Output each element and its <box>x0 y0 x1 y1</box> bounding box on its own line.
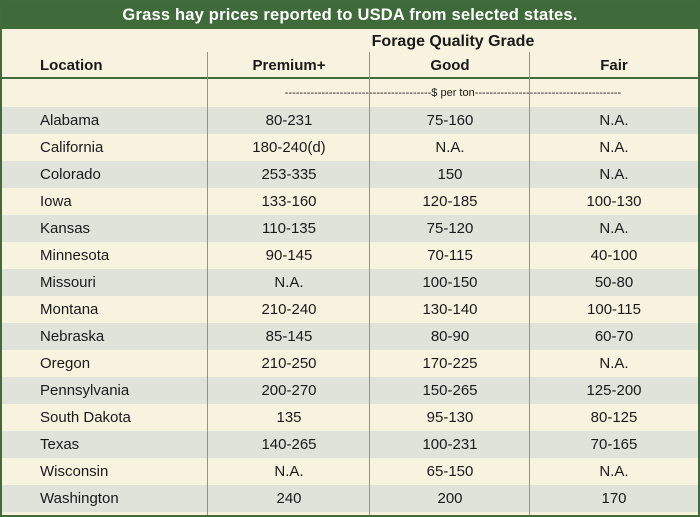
premium-cell: 110-135 <box>208 215 370 242</box>
table-row: Texas 140-265 100-231 70-165 <box>2 431 698 458</box>
table-row: Pennsylvania 200-270 150-265 125-200 <box>2 377 698 404</box>
fair-cell: 70-165 <box>530 431 698 458</box>
fair-cell: 50-80 <box>530 269 698 296</box>
table-row: Wisconsin N.A. 65-150 N.A. <box>2 458 698 485</box>
location-cell: Texas <box>2 431 208 458</box>
fair-cell: 40-100 <box>530 242 698 269</box>
units-row: ----------------------------------------… <box>2 79 698 107</box>
good-cell: 100-150 <box>370 269 530 296</box>
fair-cell: 100-115 <box>530 296 698 323</box>
good-cell: 170-225 <box>370 350 530 377</box>
premium-cell: N.A. <box>208 269 370 296</box>
premium-header: Premium+ <box>252 57 326 74</box>
good-cell: 65-150 <box>370 458 530 485</box>
fair-cell: N.A. <box>530 134 698 161</box>
table-row: Alabama 80-231 75-160 N.A. <box>2 107 698 134</box>
good-cell: 200 <box>370 485 530 512</box>
good-cell: 120-185 <box>370 188 530 215</box>
location-cell: Washington <box>2 485 208 512</box>
location-cell: South Dakota <box>2 404 208 431</box>
location-header: Location <box>40 57 103 74</box>
good-cell: 75-120 <box>370 215 530 242</box>
good-header: Good <box>430 57 470 74</box>
table-row: Washington 240 200 170 <box>2 485 698 512</box>
location-cell: Alabama <box>2 107 208 134</box>
premium-cell: 210-250 <box>208 350 370 377</box>
premium-cell: N.A. <box>208 458 370 485</box>
premium-cell: 180-240(d) <box>208 134 370 161</box>
table-row: Missouri N.A. 100-150 50-80 <box>2 269 698 296</box>
premium-cell: 140-265 <box>208 431 370 458</box>
premium-cell: 85-145 <box>208 323 370 350</box>
premium-cell: 135 <box>208 404 370 431</box>
table-row: Nebraska 85-145 80-90 60-70 <box>2 323 698 350</box>
good-cell: 70-115 <box>370 242 530 269</box>
fair-cell: 80-125 <box>530 404 698 431</box>
fair-cell: N.A. <box>530 215 698 242</box>
table-row: Montana 210-240 130-140 100-115 <box>2 296 698 323</box>
fair-header: Fair <box>600 57 628 74</box>
table-row: Iowa 133-160 120-185 100-130 <box>2 188 698 215</box>
good-cell: 150-265 <box>370 377 530 404</box>
forage-quality-grade-label: Forage Quality Grade <box>371 33 535 50</box>
location-cell: Kansas <box>2 215 208 242</box>
premium-cell: 200-270 <box>208 377 370 404</box>
good-cell: 100-231 <box>370 431 530 458</box>
location-cell: Pennsylvania <box>2 377 208 404</box>
good-cell: N.A. <box>370 134 530 161</box>
good-cell: 80-90 <box>370 323 530 350</box>
location-cell: Colorado <box>2 161 208 188</box>
table-row: South Dakota 135 95-130 80-125 <box>2 404 698 431</box>
location-cell: Minnesota <box>2 242 208 269</box>
location-cell: Wisconsin <box>2 458 208 485</box>
good-cell: 95-130 <box>370 404 530 431</box>
good-cell: 75-160 <box>370 107 530 134</box>
location-cell: Nebraska <box>2 323 208 350</box>
table-row: California 180-240(d) N.A. N.A. <box>2 134 698 161</box>
fair-cell: 170 <box>530 485 698 512</box>
location-cell: Missouri <box>2 269 208 296</box>
fair-cell: 60-70 <box>530 323 698 350</box>
fair-cell: N.A. <box>530 107 698 134</box>
location-cell: California <box>2 134 208 161</box>
table-row: Minnesota 90-145 70-115 40-100 <box>2 242 698 269</box>
table-title: Grass hay prices reported to USDA from s… <box>2 2 698 29</box>
table-row: Oregon 210-250 170-225 N.A. <box>2 350 698 377</box>
fair-cell: 100-130 <box>530 188 698 215</box>
good-cell: 130-140 <box>370 296 530 323</box>
fair-cell: 125-200 <box>530 377 698 404</box>
good-cell: 150 <box>370 161 530 188</box>
table-row: Kansas 110-135 75-120 N.A. <box>2 215 698 242</box>
units-label: ----------------------------------------… <box>208 79 698 107</box>
premium-cell: 240 <box>208 485 370 512</box>
location-cell: Montana <box>2 296 208 323</box>
premium-cell: 253-335 <box>208 161 370 188</box>
table-row: Colorado 253-335 150 N.A. <box>2 161 698 188</box>
location-cell: Iowa <box>2 188 208 215</box>
premium-cell: 80-231 <box>208 107 370 134</box>
fair-cell: N.A. <box>530 161 698 188</box>
price-table-body: ----------------------------------------… <box>2 79 698 512</box>
table-header: Forage Quality Grade Location Premium+ G… <box>2 29 698 79</box>
premium-cell: 210-240 <box>208 296 370 323</box>
location-cell: Oregon <box>2 350 208 377</box>
fair-cell: N.A. <box>530 458 698 485</box>
premium-cell: 133-160 <box>208 188 370 215</box>
premium-cell: 90-145 <box>208 242 370 269</box>
fair-cell: N.A. <box>530 350 698 377</box>
